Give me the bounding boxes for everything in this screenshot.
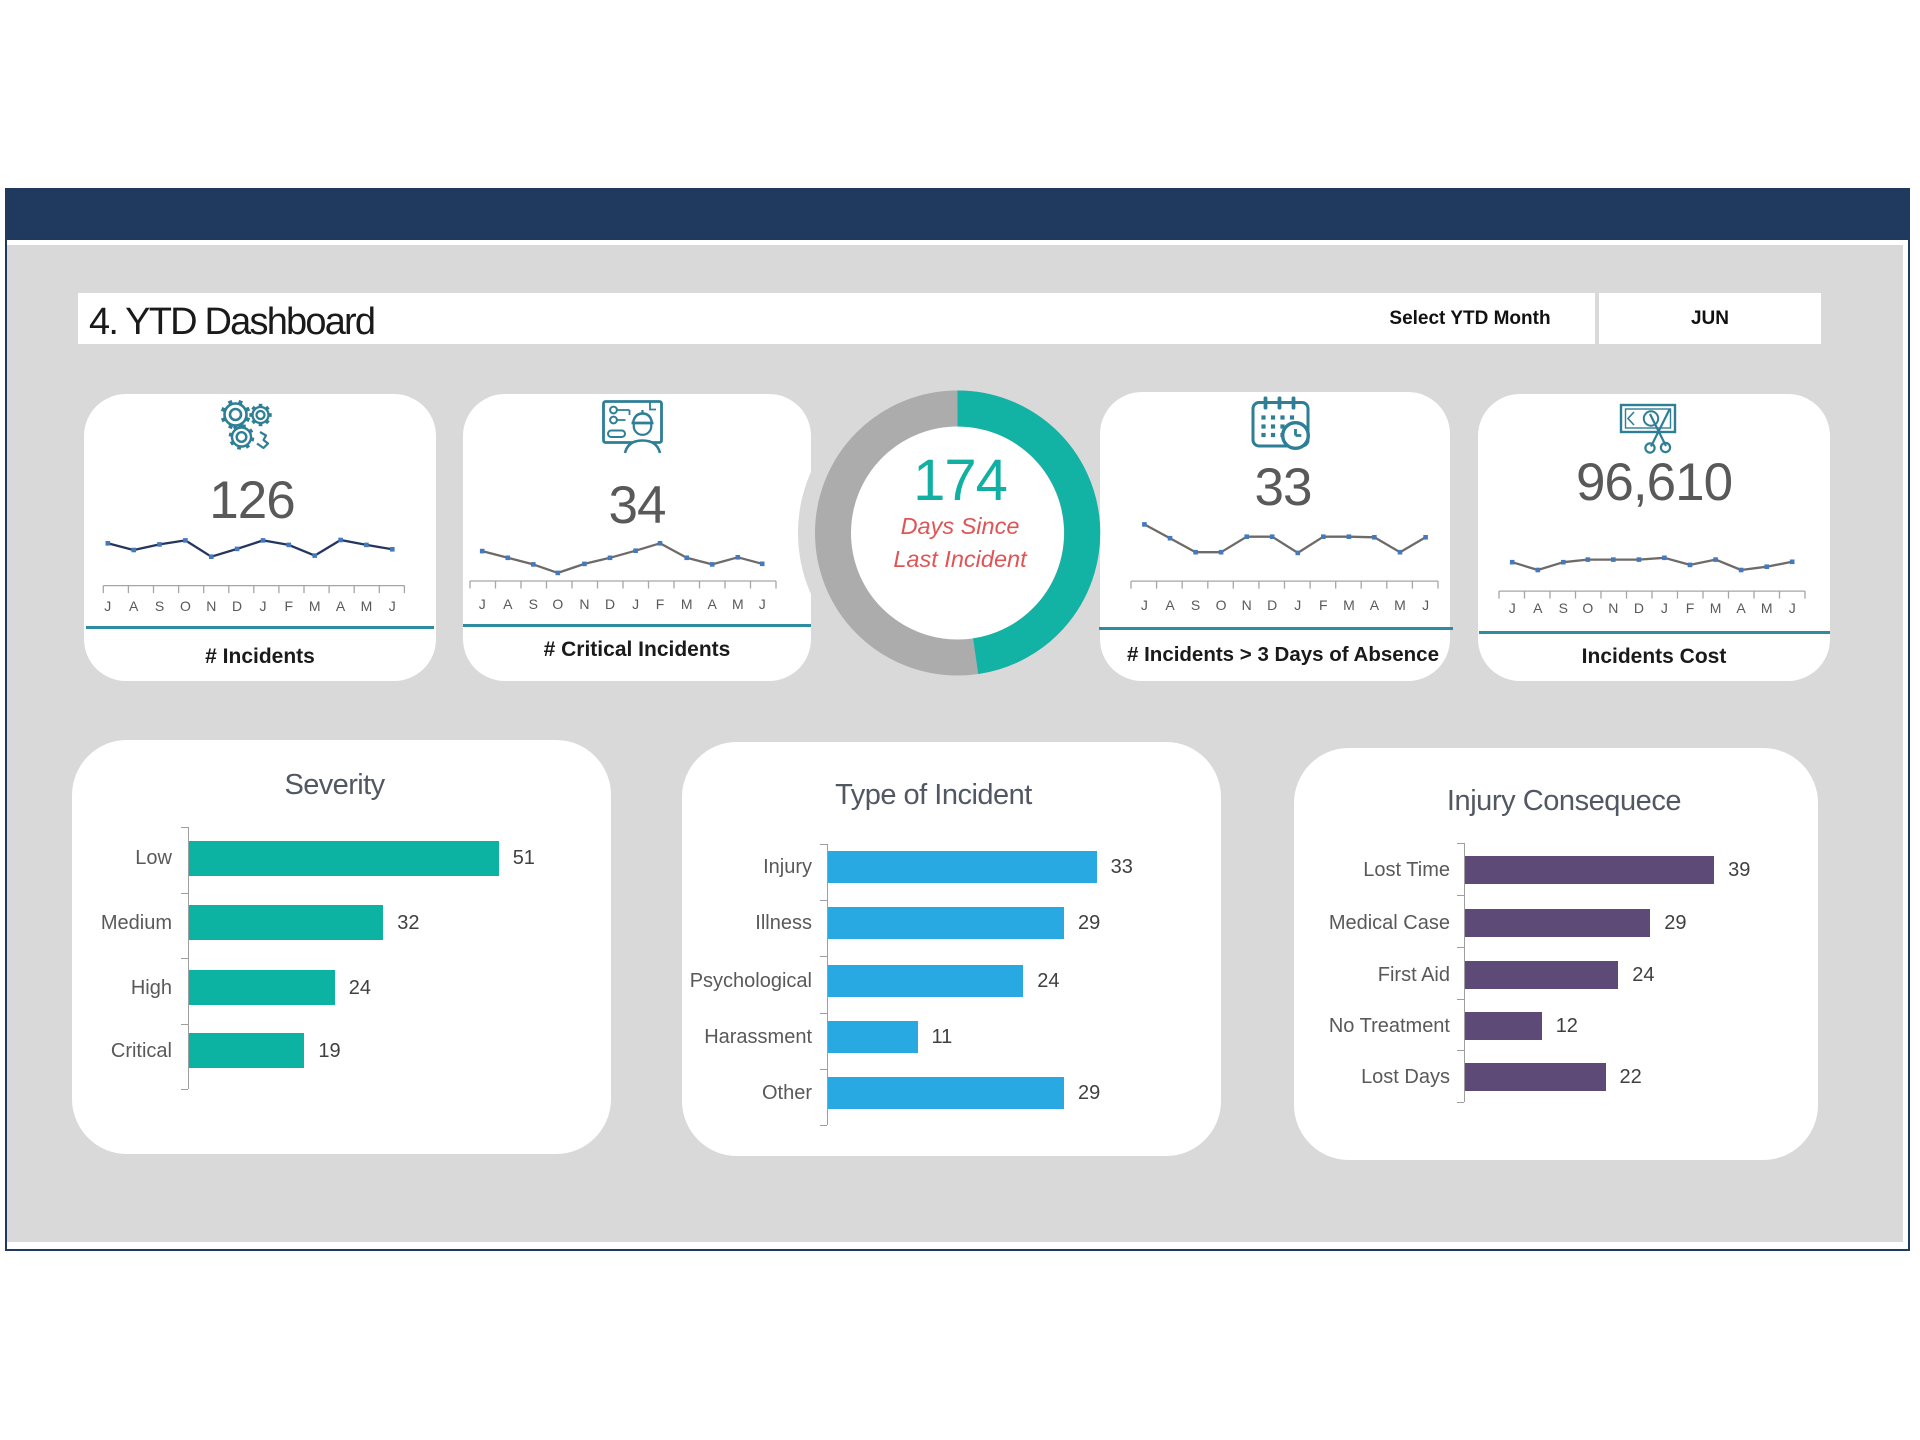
svg-text:J: J — [479, 596, 486, 612]
svg-text:F: F — [1319, 597, 1328, 613]
svg-text:A: A — [1370, 597, 1380, 613]
svg-text:M: M — [681, 596, 693, 612]
svg-text:M: M — [732, 596, 744, 612]
svg-text:A: A — [708, 596, 718, 612]
svg-text:O: O — [552, 596, 563, 612]
svg-text:J: J — [1422, 597, 1429, 613]
svg-text:D: D — [1634, 600, 1644, 616]
svg-text:J: J — [1509, 600, 1516, 616]
svg-text:A: A — [336, 598, 346, 614]
svg-text:M: M — [1761, 600, 1773, 616]
svg-text:D: D — [232, 598, 242, 614]
svg-text:N: N — [1608, 600, 1618, 616]
svg-text:F: F — [656, 596, 665, 612]
svg-text:N: N — [579, 596, 589, 612]
svg-text:J: J — [759, 596, 766, 612]
svg-text:M: M — [1710, 600, 1722, 616]
svg-text:M: M — [361, 598, 373, 614]
svg-text:S: S — [1191, 597, 1200, 613]
svg-text:S: S — [155, 598, 164, 614]
svg-text:J: J — [260, 598, 267, 614]
svg-text:O: O — [180, 598, 191, 614]
svg-text:J: J — [1661, 600, 1668, 616]
svg-text:J: J — [632, 596, 639, 612]
svg-text:O: O — [1582, 600, 1593, 616]
svg-text:J: J — [1294, 597, 1301, 613]
svg-text:A: A — [1165, 597, 1175, 613]
svg-text:A: A — [129, 598, 139, 614]
svg-text:M: M — [1394, 597, 1406, 613]
svg-text:S: S — [529, 596, 538, 612]
svg-text:J: J — [1789, 600, 1796, 616]
svg-text:D: D — [605, 596, 615, 612]
svg-text:J: J — [104, 598, 111, 614]
svg-text:F: F — [1686, 600, 1695, 616]
svg-text:A: A — [503, 596, 513, 612]
svg-text:O: O — [1216, 597, 1227, 613]
svg-text:D: D — [1267, 597, 1277, 613]
svg-text:J: J — [1141, 597, 1148, 613]
svg-text:A: A — [1533, 600, 1543, 616]
svg-text:F: F — [285, 598, 294, 614]
svg-text:N: N — [1242, 597, 1252, 613]
svg-text:M: M — [309, 598, 321, 614]
svg-text:J: J — [389, 598, 396, 614]
svg-text:M: M — [1343, 597, 1355, 613]
svg-text:A: A — [1736, 600, 1746, 616]
svg-text:N: N — [206, 598, 216, 614]
svg-text:S: S — [1559, 600, 1568, 616]
